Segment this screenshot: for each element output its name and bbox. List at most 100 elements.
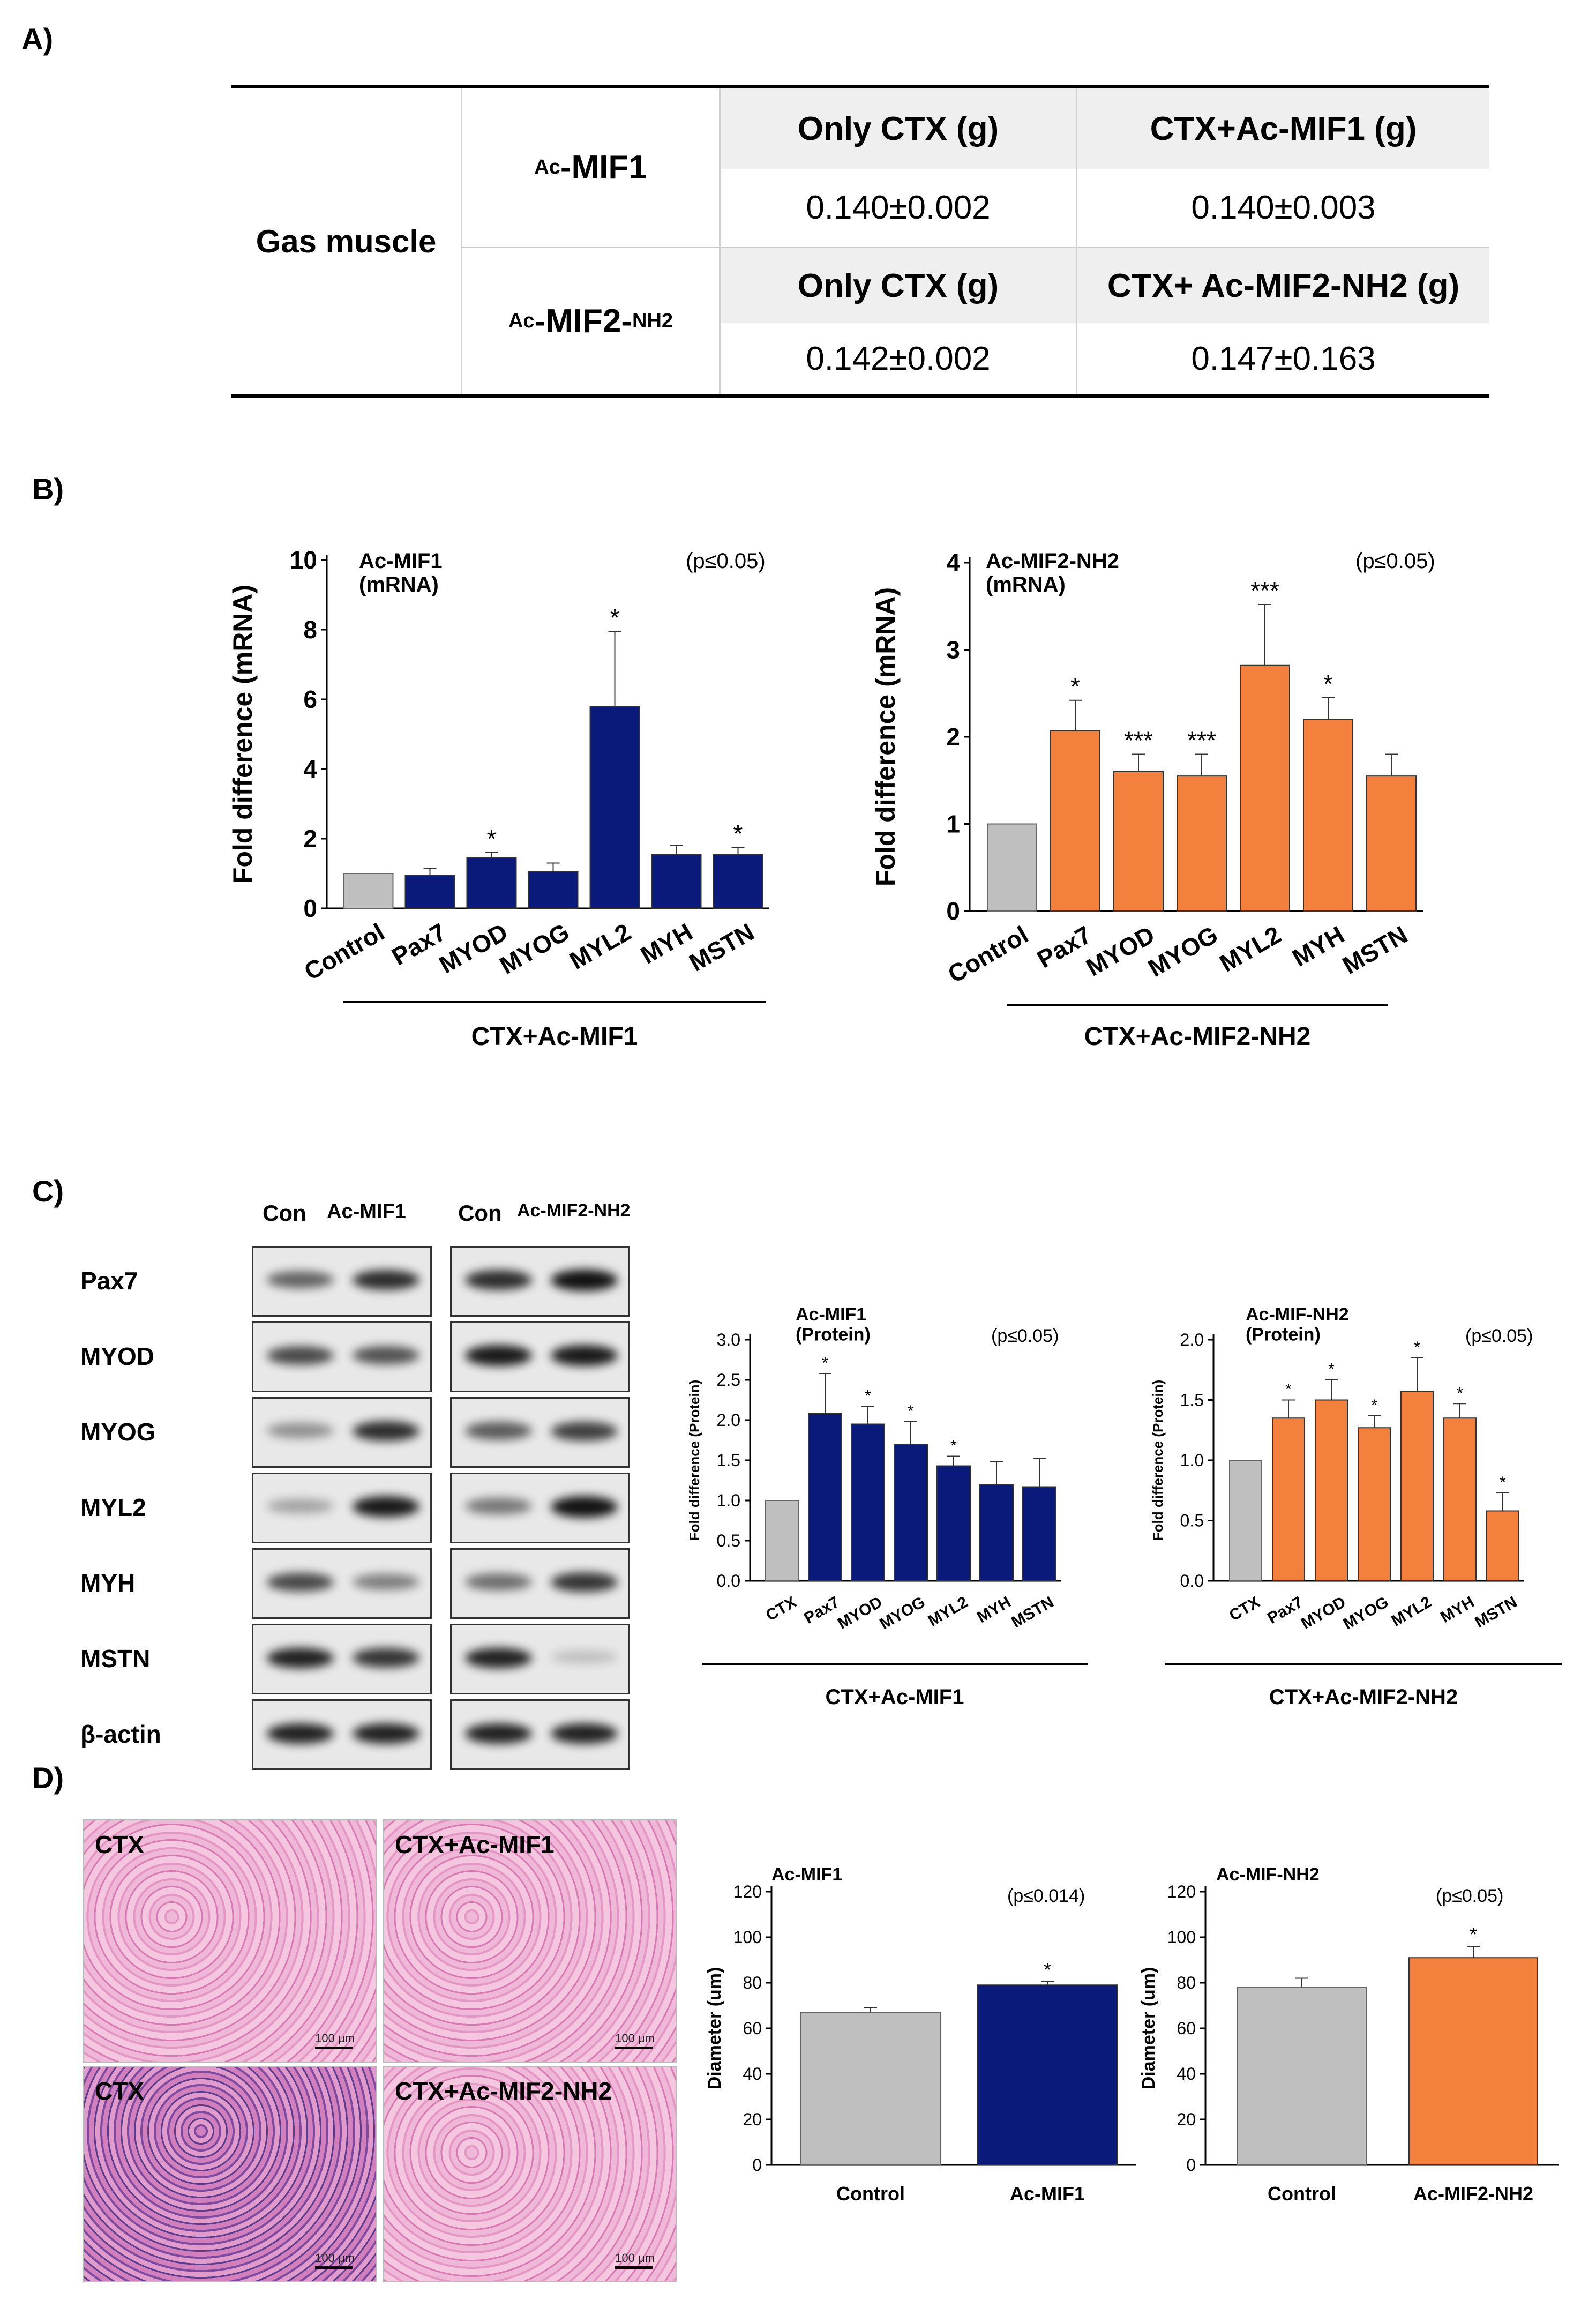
significance-marker: *** bbox=[1250, 577, 1279, 604]
group-label: CTX+Ac-MIF1 bbox=[826, 1685, 964, 1709]
bar-mstn bbox=[1366, 775, 1417, 912]
y-tick-label: 100 bbox=[733, 1928, 762, 1947]
x-tick-label: Control bbox=[1268, 2183, 1336, 2205]
x-tick-label: MYH bbox=[1437, 1593, 1477, 1626]
blot-band bbox=[465, 1422, 532, 1440]
chart-subtitle: (Protein) bbox=[796, 1324, 871, 1345]
significance-marker: * bbox=[733, 819, 743, 847]
bar-myh bbox=[651, 854, 702, 909]
bar-myod bbox=[851, 1423, 885, 1581]
bar-ac-mif2-nh2 bbox=[1408, 1957, 1538, 2165]
bar-pax7 bbox=[1050, 730, 1100, 912]
x-tick-label: MYOD bbox=[835, 1593, 885, 1633]
bar-myl2 bbox=[589, 706, 640, 909]
blot-label-mstn: MSTN bbox=[80, 1645, 151, 1672]
significance-marker: *** bbox=[1124, 727, 1153, 755]
x-tick-label: CTX bbox=[763, 1593, 799, 1625]
header-ctx-mif2: CTX+ Ac-MIF2-NH2 (g) bbox=[1077, 248, 1489, 323]
x-tick-label: Pax7 bbox=[801, 1593, 842, 1627]
y-tick-label: 60 bbox=[743, 2019, 762, 2038]
y-axis-label: Fold difference (Protein) bbox=[1150, 1380, 1166, 1541]
x-tick-label: MYH bbox=[1287, 921, 1349, 972]
significance-marker: * bbox=[1457, 1384, 1463, 1402]
bar-mstn bbox=[1486, 1510, 1519, 1581]
x-tick-label: MYL2 bbox=[1215, 921, 1286, 977]
group-name: -MIF2- bbox=[534, 303, 633, 340]
blot-band bbox=[353, 1723, 419, 1744]
y-axis-label: Diameter (um) bbox=[705, 1967, 725, 2090]
y-tick-label: 120 bbox=[1167, 1882, 1196, 1901]
x-tick-label: MYOD bbox=[1081, 921, 1159, 982]
bar-ctx bbox=[1229, 1460, 1262, 1581]
x-tick-label: MSTN bbox=[1472, 1593, 1520, 1631]
y-tick-label: 120 bbox=[733, 1882, 762, 1901]
p-value-label: (p≤0.014) bbox=[1007, 1886, 1085, 1906]
header-only-ctx: Only CTX (g) bbox=[721, 248, 1076, 323]
y-tick-label: 10 bbox=[290, 546, 317, 574]
x-tick-label: MSTN bbox=[1338, 921, 1412, 980]
blot-band bbox=[551, 1270, 618, 1291]
y-tick-label: 2 bbox=[946, 723, 960, 751]
chart-title: Ac-MIF-NH2 bbox=[1216, 1864, 1320, 1885]
bar-myog bbox=[894, 1444, 928, 1581]
group-label: CTX+Ac-MIF2-NH2 bbox=[1084, 1022, 1311, 1051]
y-tick-label: 0.0 bbox=[717, 1571, 740, 1590]
blot-label-myh: MYH bbox=[80, 1569, 136, 1597]
x-tick-label: MYH bbox=[636, 918, 698, 969]
blot-band bbox=[551, 1496, 618, 1518]
p-value-label: (p≤0.05) bbox=[1355, 549, 1435, 573]
significance-marker: * bbox=[1500, 1474, 1506, 1491]
scale-bar: 100 μm bbox=[315, 2032, 355, 2049]
bar-ac-mif1 bbox=[977, 1984, 1118, 2165]
group-prefix: Ac bbox=[508, 310, 535, 332]
bar-myl2 bbox=[1400, 1391, 1434, 1581]
y-tick-label: 40 bbox=[1177, 2064, 1196, 2084]
y-tick-label: 0.5 bbox=[717, 1531, 740, 1550]
blot-band bbox=[353, 1270, 419, 1290]
scale-bar: 100 μm bbox=[615, 2251, 655, 2269]
table-bottom-rule bbox=[231, 394, 1489, 398]
bar-myod bbox=[466, 857, 517, 909]
blot-band bbox=[465, 1270, 532, 1290]
bar-myog bbox=[528, 871, 579, 909]
y-tick-label: 2.0 bbox=[1180, 1330, 1204, 1349]
p-value-label: (p≤0.05) bbox=[1465, 1326, 1533, 1346]
y-tick-label: 0 bbox=[1186, 2155, 1196, 2175]
blot-band bbox=[551, 1421, 618, 1441]
bar-myh bbox=[979, 1484, 1014, 1581]
scale-bar: 100 μm bbox=[315, 2251, 355, 2269]
group-label-mif1: Ac -MIF1 bbox=[462, 88, 719, 247]
chart-title: Ac-MIF1 bbox=[771, 1864, 842, 1885]
blot-band bbox=[353, 1346, 419, 1365]
y-tick-label: 2.5 bbox=[717, 1370, 740, 1390]
bar-myl2 bbox=[936, 1465, 971, 1581]
significance-marker: *** bbox=[1187, 727, 1216, 755]
x-tick-label: MYH bbox=[974, 1593, 1014, 1626]
chart-title: Ac-MIF1 bbox=[796, 1304, 866, 1325]
y-tick-label: 20 bbox=[1177, 2110, 1196, 2129]
histology-image: CTX+Ac-MIF1 100 μm bbox=[383, 1819, 677, 2063]
blot-strip bbox=[450, 1246, 630, 1317]
blot-strip bbox=[252, 1397, 432, 1468]
x-tick-label: MYOG bbox=[495, 918, 574, 980]
y-tick-label: 1.0 bbox=[1180, 1451, 1204, 1470]
bar-pax7 bbox=[808, 1413, 842, 1581]
p-value-label: (p≤0.05) bbox=[1436, 1886, 1503, 1906]
y-axis-label: Fold difference (Protein) bbox=[686, 1380, 702, 1541]
blot-strip bbox=[450, 1397, 630, 1468]
blot-strip bbox=[450, 1624, 630, 1694]
significance-marker: * bbox=[1470, 1923, 1477, 1945]
chart-b1-mrna-mif1: 0 2 4 6 8 10 Fold difference (mRNA) Ac-MIF1(mRN… bbox=[228, 546, 769, 1051]
bar-mstn bbox=[1022, 1486, 1056, 1581]
x-tick-label: MYL2 bbox=[565, 918, 635, 975]
blot-band bbox=[267, 1346, 334, 1365]
blot-header-mif1: Ac-MIF1 bbox=[327, 1200, 406, 1223]
blot-band bbox=[267, 1723, 334, 1744]
y-tick-label: 20 bbox=[743, 2110, 762, 2129]
blot-band bbox=[465, 1723, 532, 1744]
bar-myod bbox=[1315, 1399, 1348, 1581]
blot-band bbox=[465, 1345, 532, 1366]
y-tick-label: 1.5 bbox=[1180, 1391, 1204, 1410]
chart-title: Ac-MIF-NH2 bbox=[1246, 1304, 1349, 1325]
x-tick-label: Control bbox=[943, 921, 1033, 989]
